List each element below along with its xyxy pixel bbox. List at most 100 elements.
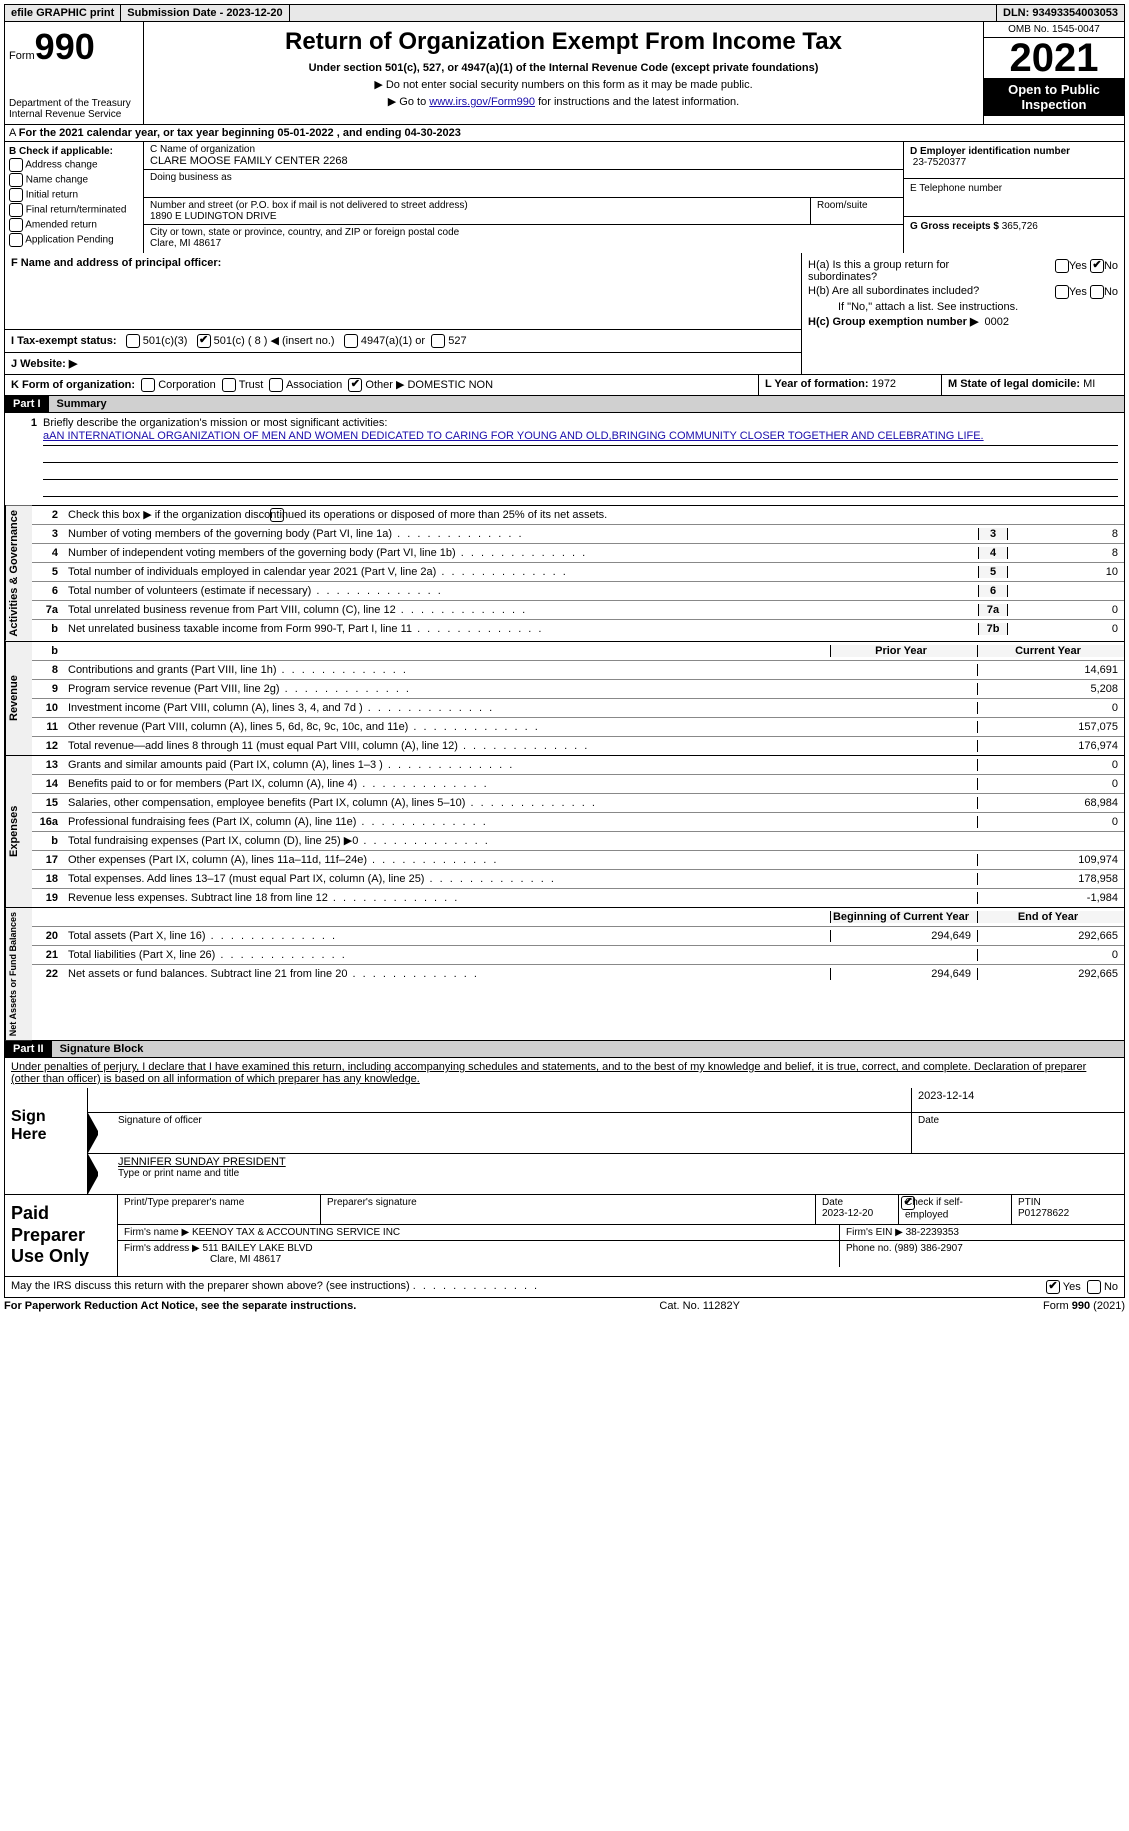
- netassets-tab: Net Assets or Fund Balances: [5, 908, 32, 1040]
- l-label: L Year of formation:: [765, 378, 869, 390]
- hc-value: 0002: [985, 316, 1009, 328]
- m-cell: M State of legal domicile: MI: [942, 375, 1124, 395]
- net-line-21: 21Total liabilities (Part X, line 26)0: [32, 946, 1124, 965]
- footer: For Paperwork Reduction Act Notice, see …: [4, 1298, 1125, 1314]
- c-name-cell: C Name of organization CLARE MOOSE FAMIL…: [144, 142, 903, 170]
- exp-line-15: 15Salaries, other compensation, employee…: [32, 794, 1124, 813]
- rev-line-11: 11Other revenue (Part VIII, column (A), …: [32, 718, 1124, 737]
- h-box: H(a) Is this a group return for subordin…: [802, 253, 1124, 374]
- i-4947-check[interactable]: [344, 334, 358, 348]
- preparer-label: Paid Preparer Use Only: [5, 1195, 118, 1276]
- b-opt-initial: Initial return: [9, 188, 139, 202]
- hc-row: H(c) Group exemption number ▶ 0002: [808, 315, 1118, 328]
- b-opt-amended: Amended return: [9, 218, 139, 232]
- gov-line-3: 3Number of voting members of the governi…: [32, 525, 1124, 544]
- gov-line-6: 6Total number of volunteers (estimate if…: [32, 582, 1124, 601]
- sign-section: Sign Here 2023-12-14 Signature of office…: [4, 1088, 1125, 1195]
- ein-value: 23-7520377: [913, 157, 966, 168]
- net-line-22: 22Net assets or fund balances. Subtract …: [32, 965, 1124, 983]
- k-corp[interactable]: [141, 378, 155, 392]
- note2-post: for instructions and the latest informat…: [535, 96, 739, 108]
- self-employed-check[interactable]: [901, 1196, 915, 1210]
- governance-body: 2 Check this box ▶ if the organization d…: [32, 506, 1124, 641]
- b-label: B Check if applicable:: [9, 146, 113, 157]
- c-dba-cell: Doing business as: [144, 170, 903, 198]
- street-label: Number and street (or P.O. box if mail i…: [150, 200, 804, 211]
- form-title: Return of Organization Exempt From Incom…: [152, 28, 975, 56]
- m-value: MI: [1083, 378, 1095, 390]
- i-527-check[interactable]: [431, 334, 445, 348]
- preparer-section: Paid Preparer Use Only Print/Type prepar…: [4, 1195, 1125, 1277]
- k-trust[interactable]: [222, 378, 236, 392]
- netassets-section: Net Assets or Fund Balances Beginning of…: [4, 908, 1125, 1041]
- note2-pre: ▶ Go to: [388, 96, 429, 108]
- i-opt1: 501(c)(3): [143, 335, 188, 347]
- expenses-body: 13Grants and similar amounts paid (Part …: [32, 756, 1124, 907]
- i-501c3-check[interactable]: [126, 334, 140, 348]
- firm-name-cell: Firm's name ▶ KEENOY TAX & ACCOUNTING SE…: [118, 1225, 840, 1240]
- top-bar: efile GRAPHIC print Submission Date - 20…: [4, 4, 1125, 22]
- discuss-yes[interactable]: [1046, 1280, 1060, 1294]
- begin-year-header: Beginning of Current Year: [830, 911, 977, 923]
- col-b: B Check if applicable: Address change Na…: [5, 142, 144, 253]
- rev-line-9: 9Program service revenue (Part VIII, lin…: [32, 680, 1124, 699]
- discuss-no[interactable]: [1087, 1280, 1101, 1294]
- part1-bar: Part I Summary: [4, 396, 1125, 413]
- declaration-text: Under penalties of perjury, I declare th…: [11, 1061, 1086, 1085]
- l1-label: Briefly describe the organization's miss…: [43, 417, 387, 429]
- col-d: D Employer identification number 23-7520…: [903, 142, 1124, 253]
- l2-text: Check this box ▶ if the organization dis…: [68, 509, 607, 521]
- self-employed-cell: Check if self-employed: [899, 1195, 1012, 1224]
- phone-cell: E Telephone number: [904, 179, 1124, 217]
- may-discuss-text: May the IRS discuss this return with the…: [11, 1280, 410, 1292]
- b-opt-pending: Application Pending: [9, 233, 139, 247]
- current-year-header: Current Year: [977, 645, 1124, 657]
- sig-arrow-icon: [88, 1113, 110, 1153]
- sig-officer-label: Signature of officer: [112, 1113, 911, 1153]
- irs-link[interactable]: www.irs.gov/Form990: [429, 96, 535, 108]
- l2-check[interactable]: [270, 508, 284, 522]
- efile-label: efile GRAPHIC print: [5, 5, 121, 21]
- mission-blank-1: [43, 446, 1118, 463]
- dba-label: Doing business as: [150, 172, 897, 183]
- i-501c-check[interactable]: [197, 334, 211, 348]
- tax-year: 2021: [984, 38, 1124, 78]
- hb-label: H(b) Are all subordinates included?: [808, 285, 988, 299]
- mission-block: 1 Briefly describe the organization's mi…: [4, 413, 1125, 506]
- k-assoc[interactable]: [269, 378, 283, 392]
- section-klm: K Form of organization: Corporation Trus…: [4, 375, 1125, 396]
- street-value: 1890 E LUDINGTON DRIVE: [150, 211, 804, 222]
- ha-yes[interactable]: [1055, 259, 1069, 273]
- k-cell: K Form of organization: Corporation Trus…: [5, 375, 759, 395]
- hb-no[interactable]: [1090, 285, 1104, 299]
- revenue-tab: Revenue: [5, 642, 32, 755]
- netassets-body: Beginning of Current Year End of Year 20…: [32, 908, 1124, 1040]
- firm-ein-cell: Firm's EIN ▶ 38-2239353: [840, 1225, 1124, 1240]
- c-name-label: C Name of organization: [150, 144, 897, 155]
- dept-label: Department of the Treasury Internal Reve…: [9, 98, 139, 120]
- i-row: I Tax-exempt status: 501(c)(3) 501(c) ( …: [5, 329, 801, 352]
- f-box: F Name and address of principal officer:…: [5, 253, 802, 374]
- officer-name: JENNIFER SUNDAY PRESIDENT: [118, 1156, 1118, 1168]
- line2: 2 Check this box ▶ if the organization d…: [32, 506, 1124, 525]
- line1-num: 1: [11, 417, 43, 505]
- footer-mid: Cat. No. 11282Y: [659, 1300, 740, 1312]
- dln: DLN: 93493354003053: [996, 5, 1124, 21]
- ein-label: D Employer identification number: [910, 146, 1070, 157]
- section-bcd: B Check if applicable: Address change Na…: [4, 142, 1125, 253]
- ha-row: H(a) Is this a group return for subordin…: [808, 259, 1118, 283]
- hb-yes[interactable]: [1055, 285, 1069, 299]
- expenses-section: Expenses 13Grants and similar amounts pa…: [4, 756, 1125, 908]
- i-opt3: 4947(a)(1) or: [361, 335, 425, 347]
- l-value: 1972: [872, 378, 896, 390]
- k-other[interactable]: [348, 378, 362, 392]
- rev-line-12: 12Total revenue—add lines 8 through 11 (…: [32, 737, 1124, 755]
- b-opt-address: Address change: [9, 158, 139, 172]
- cal-year-text: For the 2021 calendar year, or tax year …: [19, 127, 461, 139]
- ha-no[interactable]: [1090, 259, 1104, 273]
- i-opt4: 527: [448, 335, 466, 347]
- j-label: J Website: ▶: [11, 358, 77, 370]
- c-street-row: Number and street (or P.O. box if mail i…: [144, 198, 903, 225]
- form-note-2: ▶ Go to www.irs.gov/Form990 for instruct…: [152, 95, 975, 108]
- b-opt-final: Final return/terminated: [9, 203, 139, 217]
